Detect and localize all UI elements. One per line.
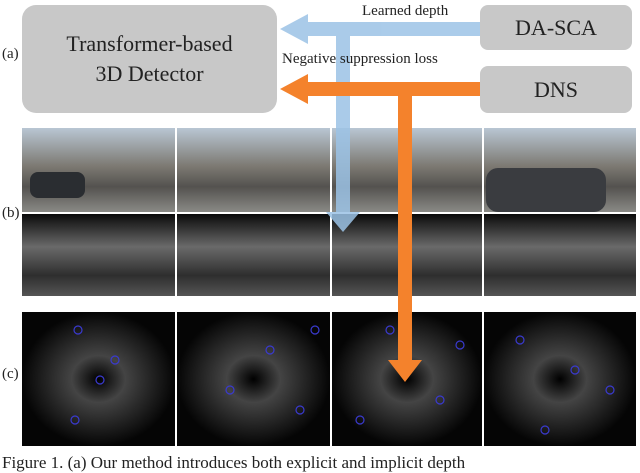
module-box: DNS <box>480 66 632 113</box>
dns-arrow <box>280 74 480 382</box>
depth-arrow <box>280 14 480 232</box>
module-box: DA-SCA <box>480 5 632 50</box>
depth-maps <box>22 214 636 296</box>
photos <box>22 128 636 212</box>
arrow-label: Learned depth <box>362 3 449 19</box>
arrow-label: Negative suppression loss <box>282 51 438 67</box>
panel-label: (b) <box>2 205 20 221</box>
panel-label: (a) <box>2 46 19 62</box>
bev-maps <box>22 312 636 446</box>
caption: Figure 1. (a) Our method introduces both… <box>2 453 466 472</box>
detector-box: Transformer-based 3D Detector <box>22 5 277 113</box>
panel-label: (c) <box>2 366 19 382</box>
